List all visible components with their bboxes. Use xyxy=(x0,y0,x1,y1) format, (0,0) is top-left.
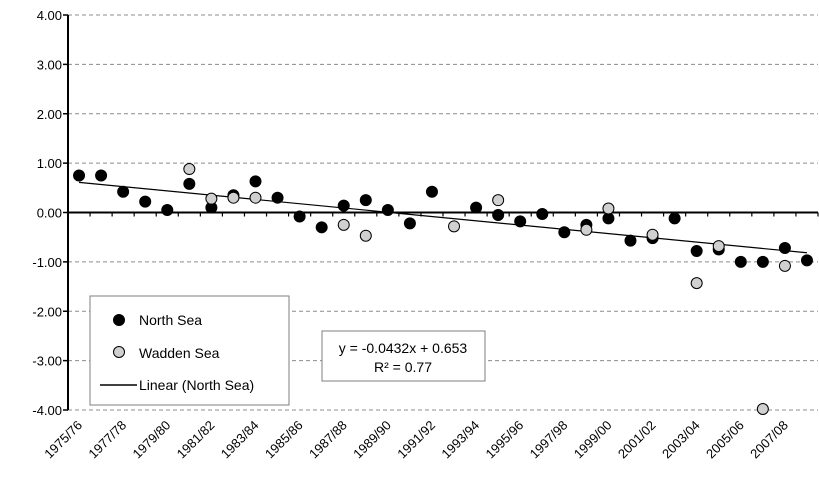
point-north-sea xyxy=(73,169,86,182)
legend-marker-wadden-sea xyxy=(113,346,125,358)
x-tick-label: 1995/96 xyxy=(482,418,526,462)
equation-box: y = -0.0432x + 0.653 R² = 0.77 xyxy=(321,330,486,382)
point-north-sea xyxy=(536,207,549,220)
point-north-sea xyxy=(139,195,152,208)
point-north-sea xyxy=(293,210,306,223)
x-tick-labels: 1975/76 1977/78 1979/80 1981/82 1983/84 1985/… xyxy=(41,418,791,462)
point-north-sea xyxy=(315,221,328,234)
point-wadden-sea xyxy=(337,218,350,231)
y-tick-label: -1.00 xyxy=(32,255,62,270)
point-north-sea xyxy=(470,201,483,214)
legend-label-wadden-sea: Wadden Sea xyxy=(139,345,220,361)
x-tick-label: 1991/92 xyxy=(394,418,438,462)
point-wadden-sea xyxy=(712,240,725,253)
x-tick-label: 1989/90 xyxy=(350,418,394,462)
point-wadden-sea xyxy=(249,191,262,204)
x-tick-label: 2001/02 xyxy=(615,418,659,462)
y-tick-label: -2.00 xyxy=(32,304,62,319)
trendline-group xyxy=(78,181,808,254)
x-tick-label: 2007/08 xyxy=(747,418,791,462)
equation-box-frame xyxy=(321,330,486,382)
r-squared-text: R² = 0.77 xyxy=(374,359,432,375)
trendline xyxy=(78,181,808,254)
point-north-sea xyxy=(183,177,196,190)
x-tick-label: 1985/86 xyxy=(262,418,306,462)
x-tick-label: 2005/06 xyxy=(703,418,747,462)
equation-text: y = -0.0432x + 0.653 xyxy=(339,340,468,356)
point-north-sea xyxy=(558,226,571,239)
point-north-sea xyxy=(249,175,262,188)
legend-marker-north-sea xyxy=(113,314,125,326)
y-tick-label: -3.00 xyxy=(32,354,62,369)
point-wadden-sea xyxy=(205,192,218,205)
x-tick-label: 1975/76 xyxy=(41,418,85,462)
y-tick-label: 2.00 xyxy=(37,107,62,122)
point-north-sea xyxy=(337,199,350,212)
legend: North Sea Wadden Sea Linear (North Sea) xyxy=(89,295,290,406)
point-wadden-sea xyxy=(778,259,791,272)
point-north-sea xyxy=(602,212,615,225)
point-wadden-sea xyxy=(580,223,593,236)
point-north-sea xyxy=(624,234,637,247)
y-tick-label: 1.00 xyxy=(37,156,62,171)
x-tick-label: 1997/98 xyxy=(527,418,571,462)
point-north-sea xyxy=(117,185,130,198)
x-tick-label: 1993/94 xyxy=(438,418,482,462)
legend-label-north-sea: North Sea xyxy=(139,312,202,328)
point-north-sea xyxy=(403,217,416,230)
x-tick-label: 1999/00 xyxy=(571,418,615,462)
x-tick-label: 1983/84 xyxy=(218,418,262,462)
point-wadden-sea xyxy=(690,277,703,290)
data-points xyxy=(73,163,813,416)
point-north-sea xyxy=(95,169,108,182)
x-tick-label: 1979/80 xyxy=(130,418,174,462)
point-wadden-sea xyxy=(227,191,240,204)
point-wadden-sea xyxy=(448,220,461,233)
x-tick-label: 1987/88 xyxy=(306,418,350,462)
y-tick-label: 4.00 xyxy=(37,8,62,23)
point-wadden-sea xyxy=(756,403,769,416)
axes xyxy=(63,14,819,411)
x-tick-label: 1977/78 xyxy=(85,418,129,462)
point-north-sea xyxy=(668,212,681,225)
point-north-sea xyxy=(381,204,394,217)
point-north-sea xyxy=(492,208,505,221)
point-wadden-sea xyxy=(602,202,615,215)
point-wadden-sea xyxy=(359,229,372,242)
y-tick-label: 0.00 xyxy=(37,206,62,221)
point-north-sea xyxy=(690,245,703,258)
point-wadden-sea xyxy=(183,163,196,176)
point-wadden-sea xyxy=(646,228,659,241)
point-wadden-sea xyxy=(492,194,505,207)
x-tick-label: 2003/04 xyxy=(659,418,703,462)
point-north-sea xyxy=(756,255,769,268)
point-north-sea xyxy=(271,191,284,204)
y-tick-label: -4.00 xyxy=(32,403,62,418)
point-north-sea xyxy=(425,185,438,198)
legend-label-trend: Linear (North Sea) xyxy=(139,377,254,393)
point-north-sea xyxy=(514,215,527,228)
point-north-sea xyxy=(800,254,813,267)
y-tick-labels: 4.00 3.00 2.00 1.00 0.00 -1.00 -2.00 -3.00 -4.00 xyxy=(32,8,62,418)
point-north-sea xyxy=(359,194,372,207)
point-north-sea xyxy=(778,242,791,255)
point-north-sea xyxy=(161,204,174,217)
point-north-sea xyxy=(734,255,747,268)
x-tick-label: 1981/82 xyxy=(174,418,218,462)
y-tick-label: 3.00 xyxy=(37,57,62,72)
